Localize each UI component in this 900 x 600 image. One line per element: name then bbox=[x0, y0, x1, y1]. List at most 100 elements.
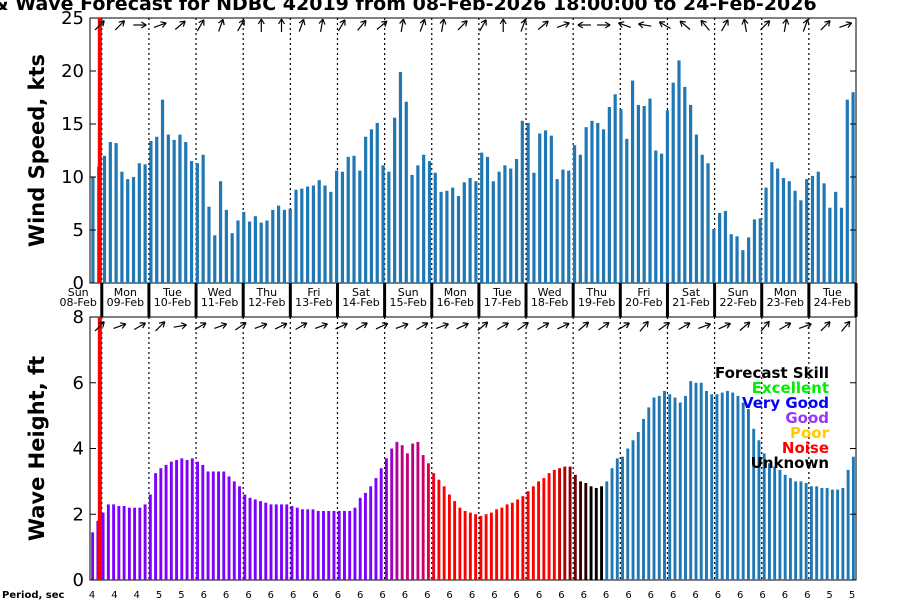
bot-bar bbox=[127, 507, 131, 580]
top-bar bbox=[718, 213, 722, 283]
top-bar bbox=[526, 122, 530, 283]
top-bar bbox=[149, 140, 153, 283]
top-bar bbox=[271, 209, 275, 283]
top-bar bbox=[555, 179, 559, 283]
bot-bar bbox=[248, 497, 252, 580]
direction-arrow-icon bbox=[739, 321, 751, 331]
direction-arrow-icon bbox=[395, 322, 409, 329]
bot-bar bbox=[101, 512, 105, 580]
top-bar bbox=[375, 122, 379, 283]
top-bar bbox=[630, 80, 635, 283]
date-label: 20-Feb bbox=[625, 296, 662, 309]
bot-bar bbox=[306, 509, 310, 580]
bot-bar bbox=[762, 453, 766, 580]
top-bar bbox=[445, 190, 449, 283]
wind-y-axis-label: Wind Speed, kts bbox=[25, 54, 49, 247]
legend-item-very-good: Very Good bbox=[742, 394, 829, 412]
direction-arrow-icon bbox=[94, 321, 105, 332]
direction-arrow-icon bbox=[760, 320, 770, 332]
bot-bar bbox=[610, 468, 614, 580]
bot-bar bbox=[274, 504, 278, 580]
bot-bar bbox=[825, 487, 829, 580]
wave-plot-frame bbox=[89, 316, 857, 581]
bot-bar bbox=[395, 441, 399, 580]
top-bar bbox=[416, 165, 420, 283]
direction-arrow-icon bbox=[355, 322, 368, 331]
top-bar bbox=[567, 170, 571, 283]
direction-arrow-icon bbox=[679, 20, 691, 30]
date-label: 18-Feb bbox=[531, 296, 568, 309]
top-bar bbox=[126, 179, 130, 283]
bot-bar bbox=[684, 395, 687, 580]
direction-arrow-icon bbox=[577, 21, 591, 29]
top-bar bbox=[282, 209, 286, 283]
top-bar bbox=[433, 172, 437, 283]
period-value: 6 bbox=[782, 590, 788, 600]
bot-bar bbox=[348, 510, 352, 580]
top-bar bbox=[387, 171, 391, 283]
bot-bar bbox=[180, 458, 184, 580]
top-bar bbox=[131, 177, 136, 283]
bot-bar bbox=[809, 486, 813, 580]
bot-bar bbox=[773, 466, 777, 580]
top-bar bbox=[277, 205, 281, 283]
bot-bar bbox=[636, 432, 640, 580]
y-tick-label: 15 bbox=[61, 114, 84, 135]
top-bar bbox=[683, 86, 687, 284]
top-bar bbox=[758, 218, 762, 283]
bot-bar bbox=[573, 474, 577, 580]
top-bar bbox=[398, 72, 403, 283]
top-bar bbox=[468, 178, 472, 283]
direction-arrow-icon bbox=[237, 19, 245, 32]
bot-bar bbox=[290, 506, 294, 580]
bot-bar bbox=[159, 468, 163, 580]
top-bar bbox=[462, 182, 466, 283]
bot-bar bbox=[227, 476, 231, 580]
bot-bar bbox=[285, 504, 289, 580]
bot-bar bbox=[369, 486, 373, 580]
bot-bar bbox=[589, 486, 593, 580]
top-bar bbox=[845, 99, 849, 284]
bot-bar bbox=[122, 506, 126, 580]
bot-bar bbox=[495, 509, 499, 580]
bot-bar bbox=[489, 512, 493, 580]
direction-arrow-icon bbox=[537, 20, 549, 30]
bot-bar bbox=[112, 504, 116, 580]
bot-bar bbox=[222, 471, 226, 580]
top-bar bbox=[851, 92, 855, 283]
bot-bar bbox=[164, 464, 168, 580]
day-label: Wed bbox=[208, 286, 232, 299]
top-bar bbox=[503, 165, 507, 283]
direction-arrow-icon bbox=[598, 321, 610, 331]
top-bar bbox=[729, 234, 733, 283]
top-bar bbox=[259, 222, 263, 283]
top-bar bbox=[805, 179, 809, 283]
top-bar bbox=[648, 98, 652, 283]
direction-arrow-icon bbox=[337, 19, 346, 32]
direction-arrow-icon bbox=[456, 322, 469, 330]
bot-bar bbox=[804, 483, 808, 580]
bot-bar bbox=[820, 487, 824, 580]
legend-item-excellent: Excellent bbox=[752, 379, 829, 397]
bot-bar bbox=[133, 507, 137, 580]
day-label: Tue bbox=[492, 286, 512, 299]
y-tick-label: 0 bbox=[73, 570, 84, 591]
period-row: Period, sec 4 4 4 5 5 6 6 6 6 6 6 6 6 6 6 6 6 6 6 6 6 6 6 6 6 6 6 6… bbox=[2, 590, 855, 600]
direction-arrow-icon bbox=[617, 322, 630, 331]
period-value: 6 bbox=[201, 590, 207, 600]
top-bar bbox=[532, 172, 536, 283]
bot-bar bbox=[390, 448, 394, 580]
bot-bar bbox=[678, 402, 682, 580]
bot-bar bbox=[547, 473, 551, 580]
bot-bar bbox=[311, 509, 315, 580]
top-bar bbox=[770, 162, 774, 283]
date-label: 23-Feb bbox=[767, 296, 804, 309]
direction-arrow-icon bbox=[798, 322, 812, 329]
bot-bar bbox=[794, 481, 798, 581]
direction-arrow-icon bbox=[254, 322, 268, 329]
direction-arrow-icon bbox=[820, 321, 831, 332]
direction-arrow-icon bbox=[658, 21, 671, 30]
bot-bar bbox=[537, 481, 541, 581]
period-value: 6 bbox=[715, 590, 721, 600]
bot-bar bbox=[657, 395, 661, 580]
